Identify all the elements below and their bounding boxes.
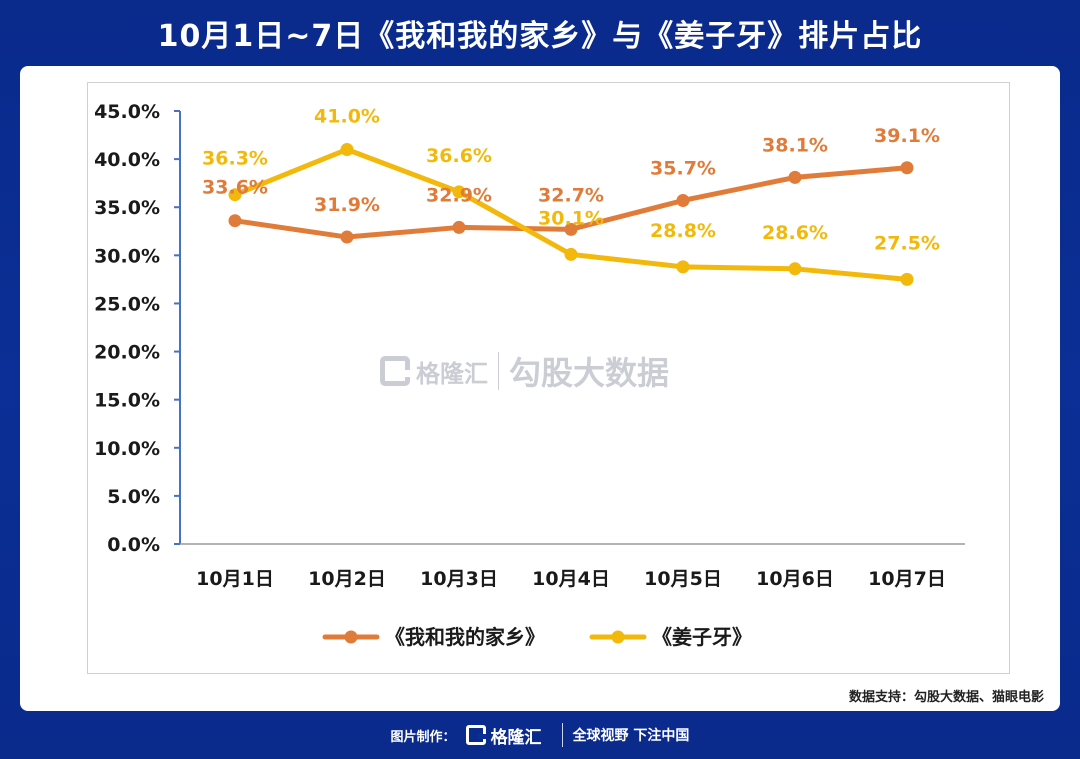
x-tick-label: 10月3日: [420, 568, 498, 590]
x-tick-label: 10月5日: [644, 568, 722, 590]
series-1-data-label: 38.1%: [762, 134, 828, 156]
series-2-point: [900, 272, 914, 286]
y-tick-label: 0.0%: [107, 534, 160, 556]
line-chart: 0.0% 5.0% 10.0% 15.0% 20.0% 25.0% 30.0% 35.0% 40…: [94, 101, 965, 649]
series-1-data-label: 39.1%: [874, 125, 940, 147]
series-1-data-label: 32.9%: [426, 184, 492, 206]
series-2-point: [452, 185, 466, 199]
footer-logo: 格隆汇: [465, 723, 542, 748]
series-1-data-label: 31.9%: [314, 194, 380, 216]
x-tick-label: 10月4日: [532, 568, 610, 590]
series-2-point: [788, 262, 802, 276]
series-1-point: [340, 230, 354, 244]
series-2-point: [228, 188, 242, 202]
series-2-point: [340, 142, 354, 156]
footer-label: 图片制作：: [390, 729, 456, 745]
watermark: 格隆汇 勾股大数据: [380, 348, 669, 394]
footer-brand: 格隆汇: [490, 727, 542, 748]
gelonghui-logo-icon: [465, 725, 486, 745]
series-1-data-label: 35.7%: [650, 157, 716, 179]
y-tick-label: 25.0%: [94, 293, 160, 315]
x-tick-label: 10月1日: [196, 568, 274, 590]
y-tick-label: 15.0%: [94, 390, 160, 412]
gelonghui-logo-icon: [380, 356, 410, 386]
x-tick-label: 10月2日: [308, 568, 386, 590]
chart-card: 格隆汇 勾股大数据 0.0% 5.0% 10.0% 15.0% 20.0% 25.0% 30…: [20, 66, 1060, 711]
watermark-brand: 格隆汇: [416, 359, 488, 388]
series-1-point: [452, 220, 466, 234]
watermark-divider: [498, 352, 499, 390]
y-tick-label: 30.0%: [94, 245, 160, 267]
series-2-data-label: 28.6%: [762, 222, 828, 244]
legend-swatch-marker: [344, 630, 358, 644]
series-1-point: [900, 161, 914, 175]
series-1-data-label: 33.6%: [202, 177, 268, 199]
y-tick-label: 45.0%: [94, 101, 160, 123]
series-2-data-label: 36.3%: [202, 148, 268, 170]
series-2-data-label: 27.5%: [874, 232, 940, 254]
footer: 图片制作： 格隆汇 全球视野 下注中国: [0, 711, 1080, 759]
footer-slogan: 全球视野 下注中国: [572, 728, 690, 744]
y-tick-label: 10.0%: [94, 438, 160, 460]
y-tick-label: 5.0%: [107, 486, 160, 508]
series-1-point: [228, 214, 242, 228]
series-1-point: [676, 193, 690, 207]
series-2-point: [564, 247, 578, 261]
watermark-name: 勾股大数据: [509, 354, 670, 392]
series-2-point: [676, 260, 690, 274]
legend-swatch-marker: [611, 630, 625, 644]
x-tick-label: 10月7日: [868, 568, 946, 590]
y-tick-label: 20.0%: [94, 342, 160, 364]
y-tick-label: 35.0%: [94, 197, 160, 219]
series-1-point: [788, 170, 802, 184]
series-2-data-label: 36.6%: [426, 145, 492, 167]
series-2-data-label: 28.8%: [650, 220, 716, 242]
legend-label: 《我和我的家乡》: [385, 625, 545, 649]
legend-label: 《姜子牙》: [652, 625, 752, 649]
footer-divider: [561, 723, 563, 747]
source-note: 数据支持：勾股大数据、猫眼电影: [848, 690, 1044, 705]
series-2-data-label: 30.1%: [538, 207, 604, 229]
plot-frame: [87, 82, 1010, 674]
series-1-point: [564, 222, 578, 236]
y-tick-label: 40.0%: [94, 149, 160, 171]
x-tick-label: 10月6日: [756, 568, 834, 590]
series-1-data-label: 32.7%: [538, 184, 604, 206]
series-2-data-label: 41.0%: [314, 105, 380, 127]
page-title: 10月1日~7日《我和我的家乡》与《姜子牙》排片占比: [157, 19, 923, 54]
